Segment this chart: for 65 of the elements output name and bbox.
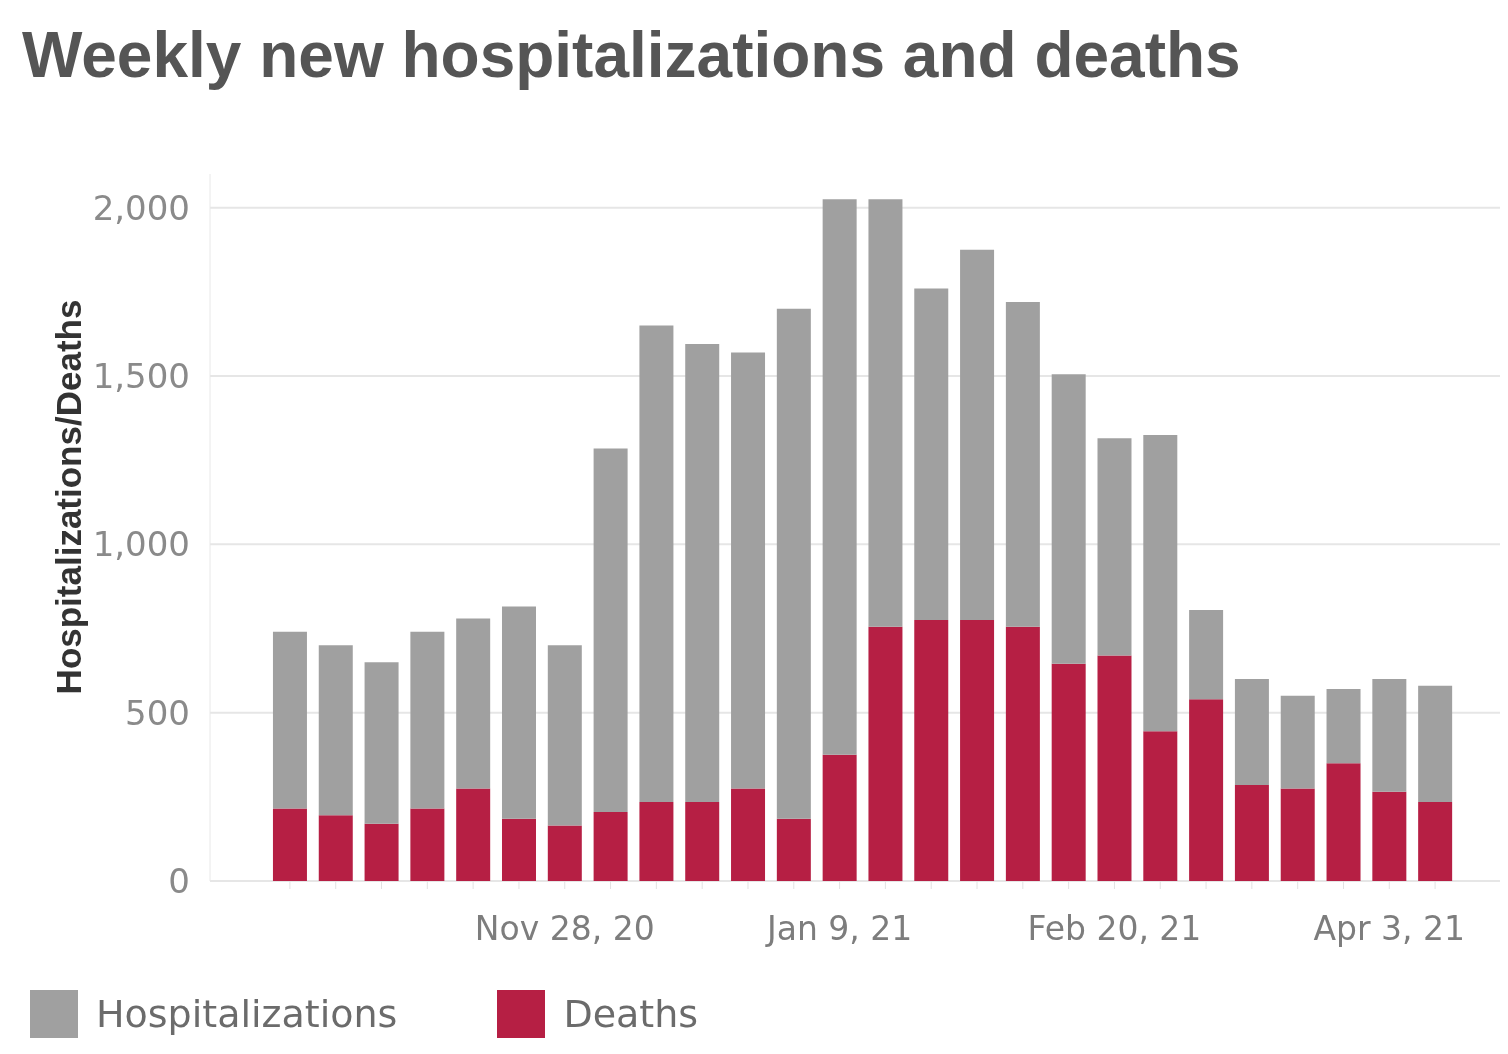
bar bbox=[822, 199, 857, 755]
bar bbox=[1280, 788, 1315, 881]
bar bbox=[501, 606, 536, 819]
bar bbox=[1418, 801, 1453, 881]
bar bbox=[364, 823, 399, 881]
bar bbox=[1189, 609, 1224, 700]
y-tick-label: 2,000 bbox=[92, 187, 190, 228]
bar bbox=[822, 754, 857, 881]
bar bbox=[914, 620, 949, 881]
bar bbox=[364, 662, 399, 824]
bar bbox=[639, 801, 674, 881]
y-tick-label: 500 bbox=[125, 692, 190, 733]
bar bbox=[501, 818, 536, 881]
bar bbox=[914, 288, 949, 621]
bar bbox=[1005, 301, 1040, 627]
bar bbox=[1372, 679, 1407, 792]
y-tick-label: 1,000 bbox=[92, 524, 190, 565]
bar bbox=[1234, 785, 1269, 881]
bar bbox=[685, 344, 720, 802]
bar bbox=[318, 815, 353, 881]
chart-title: Weekly new hospitalizations and deaths bbox=[22, 19, 1241, 91]
bar bbox=[1326, 763, 1361, 881]
bar bbox=[593, 448, 628, 812]
bar bbox=[547, 825, 582, 881]
y-axis-title: Hospitalizations/Deaths bbox=[48, 299, 88, 695]
bar bbox=[639, 325, 674, 802]
legend-label: Deaths bbox=[563, 992, 699, 1036]
bar bbox=[1372, 791, 1407, 881]
legend-label: Hospitalizations bbox=[96, 992, 398, 1036]
bar bbox=[1234, 679, 1269, 786]
x-tick-label: Jan 9, 21 bbox=[764, 909, 913, 949]
bar bbox=[685, 801, 720, 881]
bar bbox=[1326, 689, 1361, 764]
bar bbox=[410, 808, 445, 881]
bar bbox=[776, 818, 811, 881]
bar bbox=[1097, 655, 1132, 881]
bar bbox=[593, 811, 628, 881]
bar bbox=[1143, 434, 1178, 732]
x-tick-label: Apr 3, 21 bbox=[1313, 909, 1466, 949]
bar bbox=[272, 808, 307, 881]
bar bbox=[456, 618, 491, 789]
bar bbox=[1097, 438, 1132, 656]
y-tick-label: 1,500 bbox=[92, 356, 190, 397]
bar bbox=[868, 626, 903, 881]
bar bbox=[731, 352, 766, 789]
bar bbox=[1143, 731, 1178, 881]
bar bbox=[1051, 663, 1086, 881]
x-tick-label: Nov 28, 20 bbox=[474, 909, 655, 949]
bar bbox=[960, 620, 995, 881]
x-tick-label: Feb 20, 21 bbox=[1027, 909, 1202, 949]
bar bbox=[960, 249, 995, 621]
bar bbox=[1189, 699, 1224, 881]
bar bbox=[1051, 374, 1086, 664]
y-tick-label: 0 bbox=[168, 861, 190, 902]
bar bbox=[272, 631, 307, 809]
bar bbox=[776, 308, 811, 819]
bar bbox=[1418, 685, 1453, 802]
bar bbox=[868, 199, 903, 627]
bar bbox=[1280, 695, 1315, 789]
bar bbox=[456, 788, 491, 881]
bar bbox=[1005, 626, 1040, 881]
bar bbox=[410, 631, 445, 809]
bar bbox=[318, 645, 353, 816]
bar bbox=[547, 645, 582, 826]
bar bbox=[731, 788, 766, 881]
